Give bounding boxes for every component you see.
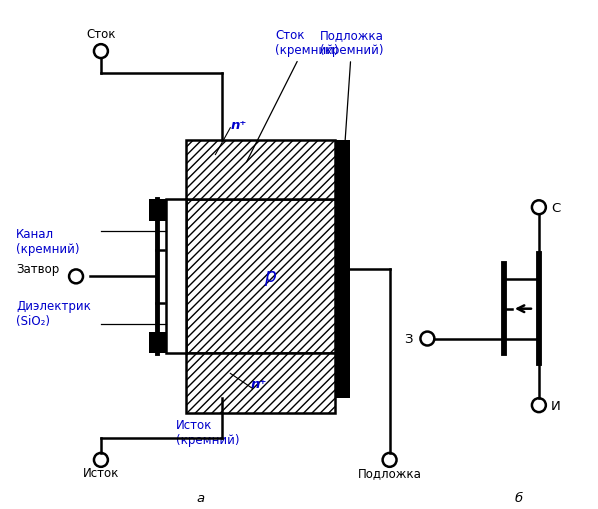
Text: Исток: Исток bbox=[83, 466, 119, 479]
Text: Подложка: Подложка bbox=[358, 466, 422, 479]
Text: З: З bbox=[404, 332, 413, 346]
Text: б: б bbox=[515, 491, 523, 504]
Text: а: а bbox=[196, 491, 205, 504]
Bar bbox=[185, 140, 335, 200]
Text: И: И bbox=[551, 399, 560, 412]
Text: p: p bbox=[264, 267, 276, 286]
Text: n⁺: n⁺ bbox=[250, 377, 267, 390]
Text: Диэлектрик
(SiO₂): Диэлектрик (SiO₂) bbox=[16, 299, 91, 327]
Text: Сток
(кремний): Сток (кремний) bbox=[246, 29, 338, 163]
Bar bbox=[166, 200, 185, 354]
Text: Канал
(кремний): Канал (кремний) bbox=[16, 228, 80, 256]
Text: Исток
(кремний): Исток (кремний) bbox=[176, 418, 239, 446]
Text: С: С bbox=[551, 202, 560, 214]
Bar bbox=[185, 200, 335, 354]
Text: Сток: Сток bbox=[86, 27, 115, 41]
Text: n⁺: n⁺ bbox=[230, 119, 247, 132]
Bar bbox=[335, 140, 350, 399]
Text: Затвор: Затвор bbox=[16, 263, 60, 276]
Bar bbox=[149, 200, 166, 222]
Bar bbox=[185, 354, 335, 413]
Bar bbox=[149, 332, 166, 354]
Text: Подложка
(кремний): Подложка (кремний) bbox=[320, 29, 384, 187]
